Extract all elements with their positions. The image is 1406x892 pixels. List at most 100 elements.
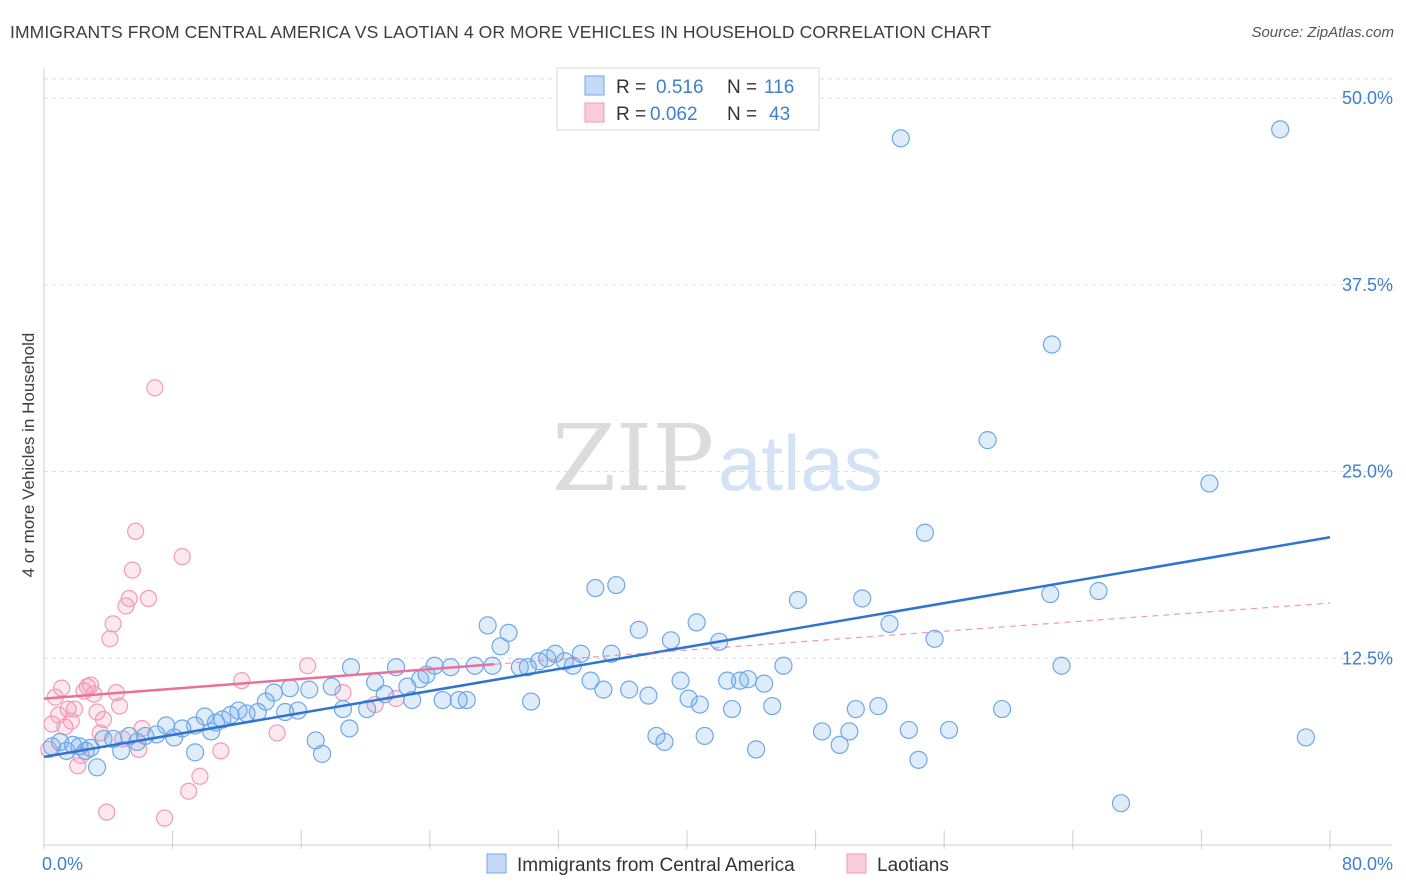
watermark-zip: ZIP: [552, 405, 714, 512]
central-america-point-49: [433, 690, 452, 710]
central-america-point-110: [1052, 656, 1071, 675]
laotians-point-35: [191, 767, 209, 785]
legend-r-value-1: 0.516: [656, 77, 704, 98]
laotians-point-26: [123, 561, 142, 579]
y-axis-label: 4 or more Vehicles in Household: [19, 333, 38, 578]
central-america-point-60: [521, 692, 541, 711]
central-america-point-38: [340, 719, 359, 738]
laotians-point-39: [299, 657, 317, 675]
central-america-point-94: [830, 735, 849, 755]
central-america-point-107: [992, 699, 1012, 719]
laotians-point-18: [98, 803, 116, 821]
central-america-point-76: [655, 732, 674, 752]
laotians-point-1: [43, 715, 61, 733]
legend-r-value-2: 0.062: [650, 104, 698, 125]
laotians-point-37: [233, 672, 251, 690]
central-america-point-48: [425, 656, 444, 675]
central-america-point-52: [457, 690, 476, 710]
grid-lines: [44, 78, 1392, 659]
axes: [43, 68, 1392, 849]
laotians-point-13: [82, 676, 100, 694]
laotians-point-20: [104, 615, 122, 633]
central-america-point-35: [312, 744, 332, 763]
laotians-point-31: [146, 379, 164, 397]
laotians-point-32: [155, 809, 174, 827]
laotians-point-4: [53, 679, 71, 697]
legend-n-label-2: N =: [727, 104, 762, 125]
central-america-point-103: [915, 523, 935, 542]
central-america-point-106: [978, 431, 997, 450]
central-america-point-90: [763, 696, 782, 716]
legend-n-label-1: N =: [727, 77, 762, 98]
y-tick-label-2: 37.5%: [1342, 275, 1393, 295]
central-america-point-81: [690, 695, 709, 714]
x-tick-label-max: 80.0%: [1342, 854, 1393, 874]
tick-labels: 12.5% 25.0% 37.5% 50.0% 0.0% 80.0%: [42, 88, 1393, 874]
central-america-point-69: [594, 680, 613, 699]
laotians-point-9: [69, 757, 87, 775]
central-america-point-112: [1111, 794, 1131, 813]
central-america-point-97: [853, 589, 872, 608]
central-america-point-104: [925, 629, 944, 648]
y-tick-label-0: 12.5%: [1342, 648, 1393, 668]
central-america-point-102: [909, 750, 928, 769]
central-america-point-57: [499, 623, 518, 642]
central-america-point-91: [774, 656, 793, 675]
laotians-point-36: [212, 742, 230, 760]
laotians-trend-extension: [494, 602, 1331, 665]
top-legend: R = 0.516 N = 116 R = 0.062 N = 43: [556, 67, 820, 131]
central-america-point-39: [341, 658, 361, 677]
source-credit: Source: ZipAtlas.com: [1251, 24, 1394, 41]
central-america-point-96: [846, 699, 865, 719]
laotians-point-30: [139, 589, 158, 608]
laotians-point-17: [94, 710, 113, 729]
central-america-point-37: [333, 699, 353, 719]
laotians-point-27: [127, 522, 145, 540]
central-america-point-88: [747, 740, 766, 759]
central-america-point-78: [671, 671, 690, 690]
legend-n-value-2: 43: [769, 104, 790, 125]
bottom-legend-swatch-pink: [846, 853, 867, 874]
svg-text:R = 0.516 N =: R = 0.516 N = 116: [616, 77, 794, 98]
bottom-legend: Immigrants from Central America Laotians: [486, 853, 949, 876]
bottom-legend-label-pink: Laotians: [877, 855, 949, 876]
central-america-point-79: [679, 689, 698, 708]
central-america-point-54: [478, 616, 497, 635]
central-america-point-109: [1041, 584, 1060, 604]
central-america-point-71: [607, 575, 626, 595]
central-america-point-59: [518, 658, 537, 677]
laotians-point-22: [110, 697, 129, 715]
laotians-trend-line: [43, 662, 495, 700]
central-america-point-111: [1089, 581, 1108, 601]
legend-swatch-blue: [584, 75, 605, 96]
central-america-point-56: [491, 637, 510, 656]
central-america-point-93: [812, 722, 832, 741]
y-tick-label-3: 50.0%: [1342, 88, 1393, 108]
central-america-point-101: [899, 720, 918, 740]
central-america-point-68: [586, 578, 605, 598]
central-america-point-100: [891, 129, 910, 148]
laotians-point-8: [65, 700, 84, 718]
central-america-point-66: [571, 644, 591, 663]
y-tick-label-1: 25.0%: [1342, 462, 1393, 482]
central-america-point-73: [629, 620, 648, 639]
central-america-point-36: [322, 677, 341, 696]
central-america-point-80: [687, 613, 706, 632]
central-america-point-31: [280, 679, 300, 698]
trend-lines: [43, 536, 1331, 759]
laotians-point-34: [180, 782, 198, 800]
central-america-point-29: [264, 683, 283, 702]
legend-n-value-1: 116: [764, 77, 794, 98]
central-america-point-113: [1200, 474, 1219, 493]
central-america-point-20: [195, 707, 214, 726]
central-america-point-85: [722, 699, 742, 719]
central-america-point-74: [639, 686, 658, 705]
legend-swatch-pink: [584, 102, 605, 123]
central-america-point-84: [718, 671, 737, 690]
central-america-point-89: [755, 674, 774, 693]
central-america-point-99: [880, 614, 899, 633]
central-america-point-108: [1042, 335, 1062, 354]
watermark-atlas: atlas: [718, 419, 883, 507]
central-america-point-98: [869, 696, 888, 716]
